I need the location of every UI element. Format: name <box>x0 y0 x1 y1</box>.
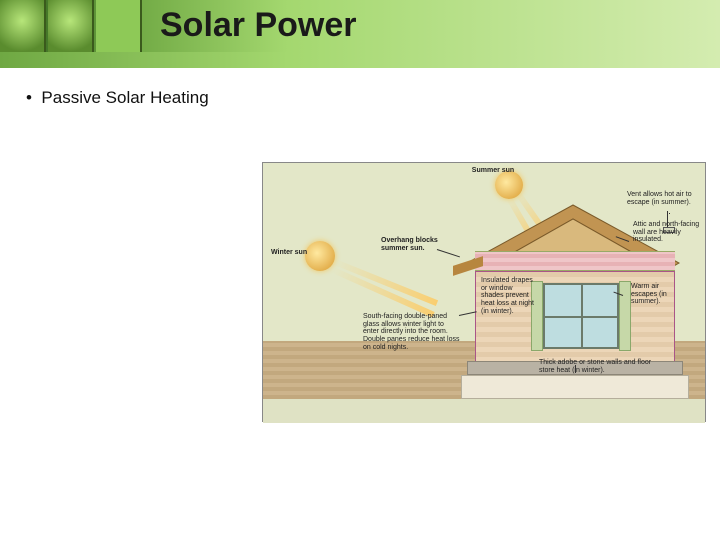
label-overhang-text: Overhang blocks summer sun. <box>381 237 438 252</box>
header-thumbnail-1 <box>0 0 46 52</box>
header-thumbnail-2 <box>48 0 94 52</box>
label-drapes: Insulated drapes or window shades preven… <box>481 277 537 315</box>
slide-title: Solar Power <box>160 6 357 45</box>
passive-solar-diagram: Summer sun Winter sun Overhang blocks su… <box>262 162 706 422</box>
label-summer-sun: Summer sun <box>463 167 523 175</box>
label-warm-air: Warm air escapes (in summer). <box>631 283 679 306</box>
leader-floor <box>575 365 576 373</box>
label-floor-text: Thick adobe or stone walls and floor sto… <box>539 359 651 374</box>
attic-insulation <box>475 251 675 271</box>
drape-right <box>619 281 631 351</box>
header-underbar <box>0 52 720 68</box>
label-vent: Vent allows hot air to escape (in summer… <box>627 191 703 206</box>
diagram-subground <box>263 399 705 423</box>
leader-vent <box>669 213 670 214</box>
label-south-glass: South-facing double-paned glass allows w… <box>363 313 461 351</box>
label-winter-sun: Winter sun <box>271 249 315 257</box>
header-thumbnail-3 <box>96 0 142 52</box>
label-south-glass-text: South-facing double-paned glass allows w… <box>363 313 460 351</box>
label-attic-text: Attic and north-facing wall are heavily … <box>633 221 699 243</box>
label-vent-text: Vent allows hot air to escape (in summer… <box>627 191 692 206</box>
label-drapes-text: Insulated drapes or window shades preven… <box>481 277 534 315</box>
bullet-1: • Passive Solar Heating <box>26 88 209 108</box>
label-attic: Attic and north-facing wall are heavily … <box>633 221 705 244</box>
label-floor: Thick adobe or stone walls and floor sto… <box>539 359 659 374</box>
label-warm-air-text: Warm air escapes (in summer). <box>631 283 667 305</box>
house-window <box>543 283 619 349</box>
label-overhang: Overhang blocks summer sun. <box>381 237 439 252</box>
house-foundation <box>461 375 689 399</box>
bullet-1-text: Passive Solar Heating <box>41 88 208 107</box>
